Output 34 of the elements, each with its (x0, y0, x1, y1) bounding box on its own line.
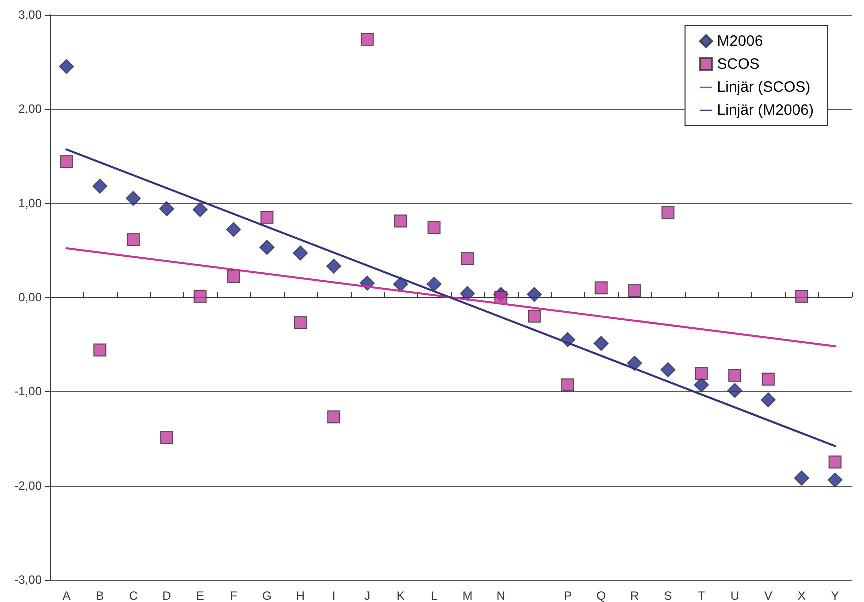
x-tick-label: U (730, 589, 740, 602)
x-tick-label: N (496, 589, 506, 602)
x-tick-label: L (430, 589, 438, 602)
y-tick-label: -3,00 (14, 573, 42, 587)
x-tick-label: Q (596, 589, 606, 602)
y-tick-label: 1,00 (18, 196, 42, 210)
x-tick-label: Y (831, 589, 840, 602)
legend-label: SCOS (717, 56, 760, 73)
y-tick-label: 0,00 (18, 290, 42, 304)
x-tick-label: M (462, 589, 473, 602)
y-tick-label: -2,00 (14, 478, 42, 493)
x-tick-label: B (96, 589, 104, 602)
x-tick-label: E (196, 589, 204, 602)
y-tick-label: -1,00 (14, 384, 42, 399)
legend-label: M2006 (717, 33, 764, 50)
y-tick-label: 3,00 (18, 8, 42, 22)
x-tick-label: P (564, 589, 572, 602)
legend-label: Linjär (SCOS) (717, 79, 811, 96)
x-tick-label: G (262, 589, 272, 602)
x-tick-label: T (698, 589, 706, 602)
legend-label: Linjär (M2006) (717, 102, 814, 119)
x-tick-label: H (296, 589, 305, 602)
x-tick-label: J (364, 589, 370, 602)
x-tick-label: V (764, 589, 772, 602)
x-tick-label: I (332, 589, 336, 602)
x-tick-label: S (664, 589, 672, 602)
y-tick-label: 2,00 (18, 102, 42, 116)
x-tick-label: F (230, 589, 238, 602)
x-tick-label: C (129, 589, 138, 602)
x-tick-label: X (798, 589, 806, 602)
x-tick-label: A (62, 589, 71, 602)
x-tick-label: D (162, 589, 172, 602)
x-tick-label: R (630, 589, 640, 602)
x-tick-label: K (396, 589, 405, 602)
